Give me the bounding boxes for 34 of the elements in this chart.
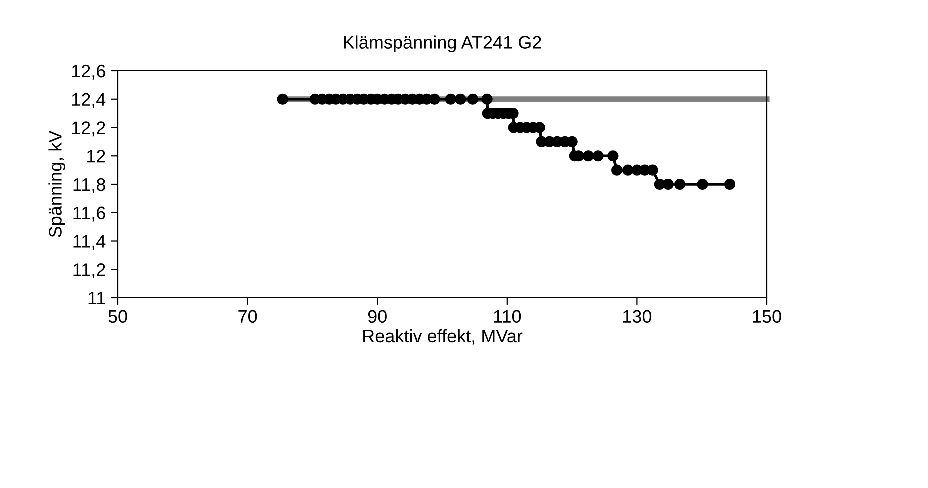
y-tick-label: 11 xyxy=(88,292,106,305)
x-tick-label: 70 xyxy=(238,310,258,324)
point xyxy=(277,94,288,105)
point xyxy=(592,150,604,162)
y-tick-label: 11,8 xyxy=(74,178,106,194)
point xyxy=(445,94,456,105)
x-tick-label: 130 xyxy=(624,310,652,324)
point xyxy=(467,94,479,105)
point xyxy=(482,94,493,105)
y-tick-label: 12,4 xyxy=(72,93,106,108)
point xyxy=(429,94,440,105)
y-tick-label: 11,4 xyxy=(74,235,106,250)
point xyxy=(455,94,466,105)
point xyxy=(622,164,634,176)
point xyxy=(647,164,658,176)
point xyxy=(608,150,619,162)
x-tick-label: 110 xyxy=(494,310,522,324)
point xyxy=(674,178,686,190)
chart-title: Klämspänning AT241 G2 xyxy=(344,36,542,53)
y-tick-label: 12,6 xyxy=(72,64,106,80)
x-tick-label: 90 xyxy=(368,310,387,324)
point xyxy=(582,150,594,162)
y-tick-label: 12 xyxy=(87,150,106,163)
y-tick-label: 12,2 xyxy=(72,122,106,137)
x-tick-label: 150 xyxy=(753,310,782,324)
x-tick-label: 50 xyxy=(108,310,128,324)
point xyxy=(662,178,674,190)
y-axis-title: Spänning, kV xyxy=(48,130,66,238)
y-tick-label: 11,2 xyxy=(74,264,106,278)
point xyxy=(724,178,736,190)
point xyxy=(697,178,708,190)
y-tick-label: 11,6 xyxy=(74,206,106,222)
point xyxy=(612,164,623,176)
x-axis-title: Reaktiv effekt, MVar xyxy=(364,329,523,345)
